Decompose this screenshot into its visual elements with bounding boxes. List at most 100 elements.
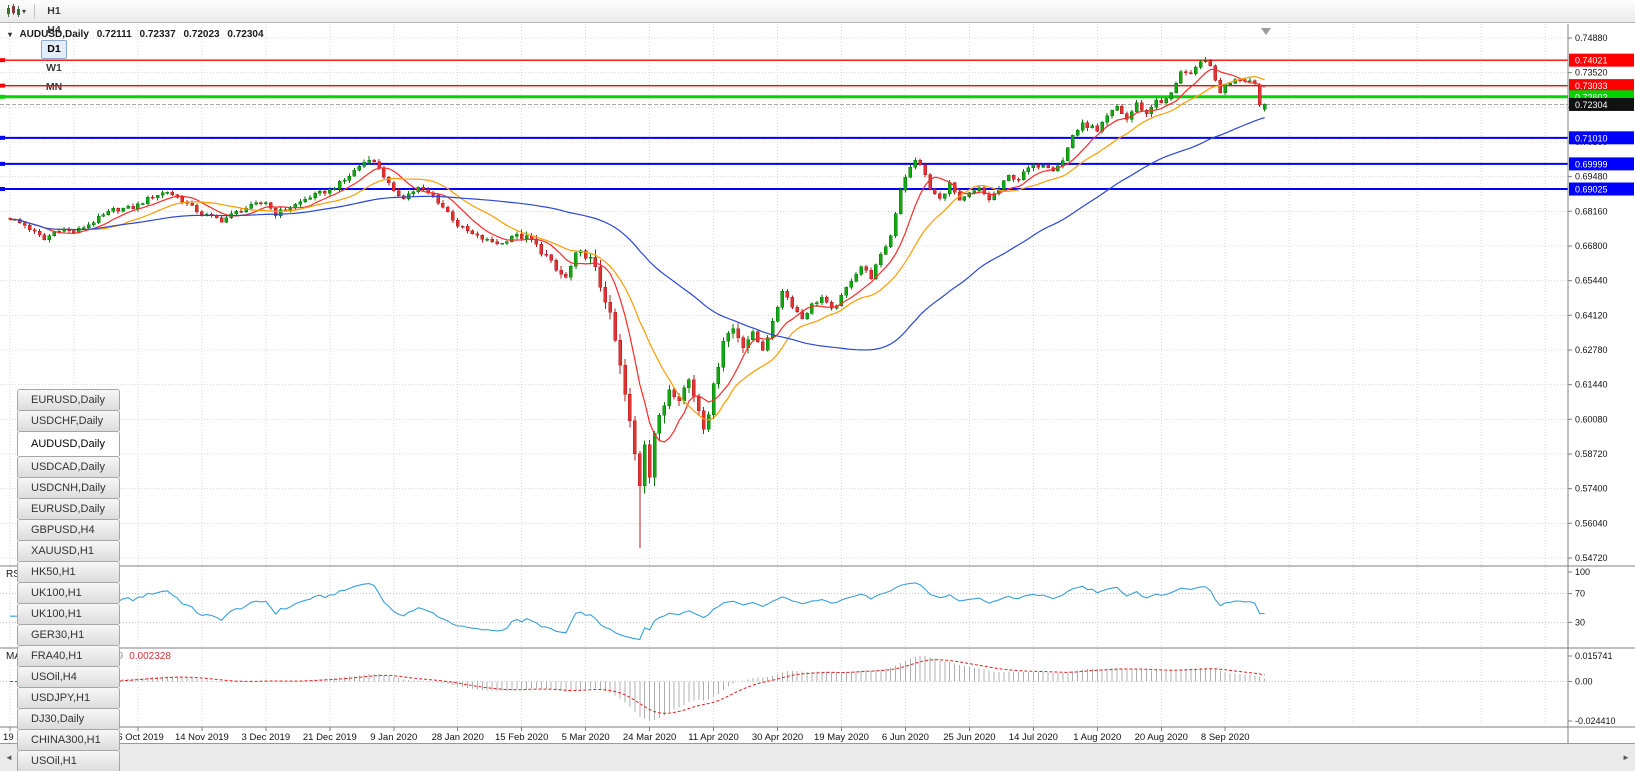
date-label: 15 Feb 2020 — [495, 732, 548, 743]
line-anchor — [0, 94, 5, 99]
chart-tabs: EURUSD,Daily USDCHF,Daily AUDUSD,Daily USDC… — [17, 389, 120, 771]
tabs-scroll-left-button[interactable]: ◄ — [5, 752, 13, 762]
svg-text:0.72602: 0.72602 — [1575, 92, 1608, 102]
date-label: 1 Aug 2020 — [1073, 732, 1121, 743]
chart-tab-usdcad-daily[interactable]: USDCAD,Daily — [17, 456, 120, 477]
line-anchor — [0, 187, 5, 192]
chart-tab-xauusd-h1[interactable]: XAUUSD,H1 — [17, 540, 120, 561]
macd-panel: 0.015741 0.00 -0.024410 — [0, 651, 1616, 726]
chart-tab-uk100-h1[interactable]: UK100,H1 — [17, 582, 120, 603]
chart-tab-bar: ◄ EURUSD,Daily USDCHF,Daily AUDUSD,Daily US… — [0, 389, 1635, 771]
chart-tab-china300-h1[interactable]: CHINA300,H1 — [17, 729, 120, 750]
chart-tab-gbpusd-h4[interactable]: GBPUSD,H4 — [17, 519, 120, 540]
top-toolbar: ▾ M1M5M15M30H1H4D1W1MN — [0, 0, 1635, 93]
price-axis-label: 0.61440 — [1575, 380, 1608, 390]
svg-text:0.71010: 0.71010 — [1575, 133, 1608, 143]
chart-tab-dj30-daily[interactable]: DJ30,Daily — [17, 708, 120, 729]
rsi-panel: 100 70 30 — [0, 567, 1590, 641]
price-axis-label: 0.62780 — [1575, 345, 1608, 355]
toolbar-separator — [34, 3, 36, 19]
svg-text:0.74021: 0.74021 — [1575, 56, 1608, 66]
date-label: 3 Dec 2019 — [242, 732, 291, 743]
ma-fast-line — [9, 68, 1265, 443]
svg-text:-0.024410: -0.024410 — [1575, 716, 1616, 726]
price-axis-label: 0.68160 — [1575, 206, 1608, 216]
price-axis-label: 0.64120 — [1575, 310, 1608, 320]
svg-text:0.69999: 0.69999 — [1575, 159, 1608, 169]
chart-shift-marker[interactable] — [1261, 28, 1271, 35]
rsi-line — [10, 582, 1265, 641]
svg-text:0.69025: 0.69025 — [1575, 185, 1608, 195]
timeframe-button-d1[interactable]: D1 — [41, 39, 68, 59]
chart-tab-usdcnh-daily[interactable]: USDCNH,Daily — [17, 477, 120, 498]
candles — [8, 57, 1267, 549]
svg-text:0.73033: 0.73033 — [1575, 81, 1608, 91]
svg-text:100: 100 — [1575, 567, 1590, 577]
chart-tab-uk100-h1[interactable]: UK100,H1 — [17, 603, 120, 624]
date-label: 14 Jul 2020 — [1009, 732, 1058, 743]
price-badge: 0.69999 — [1569, 157, 1634, 171]
price-axis-label: 0.65440 — [1575, 276, 1608, 286]
grid — [0, 24, 1568, 727]
chart-tab-usoil-h1[interactable]: USOil,H1 — [17, 750, 120, 771]
date-label: 5 Mar 2020 — [562, 732, 610, 743]
chart-tab-audusd-daily[interactable]: AUDUSD,Daily — [17, 431, 120, 456]
price-axis-label: 0.74880 — [1575, 33, 1608, 43]
svg-text:0.72304: 0.72304 — [1575, 100, 1608, 110]
svg-text:70: 70 — [1575, 589, 1585, 599]
timeframe-button-w1[interactable]: W1 — [46, 61, 62, 74]
date-label: 9 Jan 2020 — [370, 732, 417, 743]
chart-tab-ger30-h1[interactable]: GER30,H1 — [17, 624, 120, 645]
timeframe-button-mn[interactable]: MN — [45, 80, 63, 93]
svg-text:0.00: 0.00 — [1575, 676, 1593, 686]
line-anchor — [0, 161, 5, 166]
date-label: 26 Oct 2019 — [112, 732, 164, 743]
svg-text:30: 30 — [1575, 617, 1585, 627]
line-anchor — [0, 135, 5, 140]
chart-tab-usdchf-daily[interactable]: USDCHF,Daily — [17, 410, 120, 431]
date-label: 28 Jan 2020 — [432, 732, 484, 743]
chevron-down-icon[interactable]: ▾ — [22, 6, 27, 16]
chart-tab-hk50-h1[interactable]: HK50,H1 — [17, 561, 120, 582]
price-badge: 0.69025 — [1569, 182, 1634, 196]
chart-tab-fra40-h1[interactable]: FRA40,H1 — [17, 645, 120, 666]
line-anchor — [0, 83, 5, 88]
chart-tab-eurusd-daily[interactable]: EURUSD,Daily — [17, 498, 120, 519]
price-axis-label: 0.73520 — [1575, 68, 1608, 78]
price-axis-label: 0.58720 — [1575, 449, 1608, 459]
date-label: 6 Jun 2020 — [882, 732, 929, 743]
date-label: 8 Sep 2020 — [1201, 732, 1250, 743]
chart-tab-usoil-h4[interactable]: USOil,H4 — [17, 666, 120, 687]
price-axis-label: 0.56040 — [1575, 518, 1608, 528]
macd-histogram — [14, 656, 1266, 721]
date-label: 19 May 2020 — [814, 732, 869, 743]
price-badge: 0.71010 — [1569, 131, 1634, 145]
ma-slow-line — [9, 116, 1265, 351]
price-axis-label: 0.69480 — [1575, 172, 1608, 182]
candlestick-icon — [7, 4, 20, 17]
price-axis-label: 0.60080 — [1575, 414, 1608, 424]
line-anchor — [0, 58, 5, 63]
chart-type-icon[interactable] — [4, 3, 22, 19]
ma-mid-line — [9, 75, 1265, 421]
chart-tab-usdjpy-h1[interactable]: USDJPY,H1 — [17, 687, 120, 708]
chart-tab-eurusd-daily[interactable]: EURUSD,Daily — [17, 389, 120, 410]
date-label: 30 Apr 2020 — [752, 732, 803, 743]
date-label: 24 Mar 2020 — [623, 732, 676, 743]
price-axis-label: 0.66800 — [1575, 241, 1608, 251]
price-axis-label: 0.57400 — [1575, 484, 1608, 494]
price-chart[interactable]: 0.748800.735200.721600.708000.694800.681… — [0, 24, 1635, 743]
date-label: 21 Dec 2019 — [303, 732, 357, 743]
tabs-scroll-right-button[interactable]: ► — [1622, 752, 1630, 762]
timeframe-button-h1[interactable]: H1 — [47, 4, 61, 17]
date-label: 11 Apr 2020 — [688, 732, 739, 743]
timeframe-button-h4[interactable]: H4 — [47, 23, 61, 36]
timeframe-button-group: M1M5M15M30H1H4D1W1MN — [40, 0, 68, 97]
horizontal-lines[interactable] — [0, 58, 1568, 192]
price-axis[interactable]: 0.748800.735200.721600.708000.694800.681… — [1568, 33, 1608, 563]
date-label: 14 Nov 2019 — [175, 732, 229, 743]
price-badge: 0.72304 — [1569, 97, 1634, 111]
price-axis-label: 0.54720 — [1575, 553, 1608, 563]
date-label: 20 Aug 2020 — [1135, 732, 1188, 743]
